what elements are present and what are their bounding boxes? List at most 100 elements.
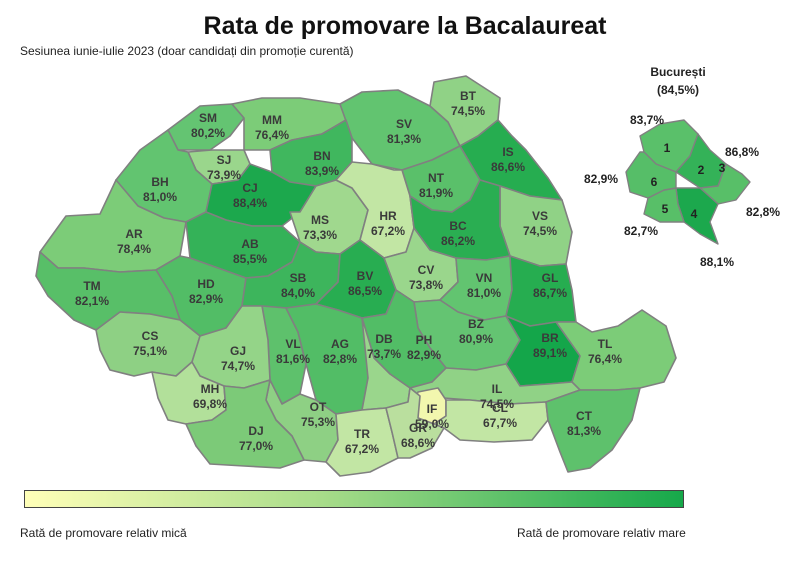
county-value-vl: 81,6% xyxy=(276,352,310,366)
county-tr xyxy=(325,407,399,477)
county-value-vn: 81,0% xyxy=(467,286,501,300)
bucharest-title: București xyxy=(650,65,705,79)
map-title: Rata de promovare la Bacalaureat xyxy=(203,12,607,40)
county-cl xyxy=(433,399,549,443)
county-value-ar: 78,4% xyxy=(117,242,151,256)
bucharest-sector-5-value: 82,7% xyxy=(624,224,658,238)
county-value-hd: 82,9% xyxy=(189,292,223,306)
county-code-is: IS xyxy=(502,145,513,159)
county-value-cl: 67,7% xyxy=(483,416,517,430)
county-code-ar: AR xyxy=(125,227,143,241)
county-sm xyxy=(167,103,245,151)
county-code-ab: AB xyxy=(241,237,259,251)
bucharest-sector-4-number: 4 xyxy=(691,207,698,221)
county-code-il: IL xyxy=(492,382,503,396)
bucharest-sector-3-value: 82,8% xyxy=(746,205,780,219)
bucharest-sector-3 xyxy=(699,163,751,205)
county-value-cs: 75,1% xyxy=(133,344,167,358)
county-code-cl: CL xyxy=(492,401,508,415)
county-code-ot: OT xyxy=(310,400,327,414)
county-code-bz: BZ xyxy=(468,317,484,331)
county-code-bv: BV xyxy=(357,269,374,283)
county-code-nt: NT xyxy=(428,171,445,185)
county-value-bv: 86,5% xyxy=(348,284,382,298)
county-value-bt: 74,5% xyxy=(451,104,485,118)
county-code-br: BR xyxy=(541,331,559,345)
bucharest-sector-3-number: 3 xyxy=(719,161,726,175)
county-code-sj: SJ xyxy=(217,153,232,167)
county-code-dj: DJ xyxy=(248,424,263,438)
county-code-gl: GL xyxy=(542,271,559,285)
county-value-sv: 81,3% xyxy=(387,132,421,146)
county-code-vl: VL xyxy=(285,337,300,351)
county-code-bt: BT xyxy=(460,89,477,103)
county-value-ab: 85,5% xyxy=(233,252,267,266)
bucharest-sector-1-value: 83,7% xyxy=(630,113,664,127)
county-value-bh: 81,0% xyxy=(143,190,177,204)
county-code-cs: CS xyxy=(142,329,159,343)
county-value-is: 86,6% xyxy=(491,160,525,174)
bucharest-sector-2-value: 86,8% xyxy=(725,145,759,159)
county-code-gj: GJ xyxy=(230,344,246,358)
county-value-vs: 74,5% xyxy=(523,224,557,238)
county-value-bc: 86,2% xyxy=(441,234,475,248)
county-labels: SM80,2%MM76,4%SV81,3%BT74,5%SJ73,9%BN83,… xyxy=(75,89,622,456)
county-code-tm: TM xyxy=(83,279,100,293)
county-code-mm: MM xyxy=(262,113,282,127)
county-value-ag: 82,8% xyxy=(323,352,357,366)
bucharest-labels: București (84,5%) 183,7% 2 86,8% 3 82,8% 4 88,1%… xyxy=(584,65,780,269)
legend-high-label: Rată de promovare relativ mare xyxy=(517,526,686,540)
county-value-gr: 68,6% xyxy=(401,436,435,450)
bucharest-sector-2-number: 2 xyxy=(698,163,705,177)
legend-low-label: Rată de promovare relativ mică xyxy=(20,526,187,540)
county-value-nt: 81,9% xyxy=(419,186,453,200)
county-value-mh: 69,8% xyxy=(193,397,227,411)
county-value-if: 59,0% xyxy=(415,417,449,431)
county-code-sv: SV xyxy=(396,117,412,131)
map-subtitle: Sesiunea iunie-iulie 2023 (doar candidaț… xyxy=(20,44,354,58)
bucharest-sector-1-number: 1 xyxy=(664,141,671,155)
county-code-hd: HD xyxy=(197,277,215,291)
county-code-ph: PH xyxy=(416,333,433,347)
county-value-tl: 76,4% xyxy=(588,352,622,366)
county-code-ms: MS xyxy=(311,213,329,227)
county-code-gr: GR xyxy=(409,421,427,435)
legend-color-scale xyxy=(24,490,684,508)
bucharest-sector-6-number: 6 xyxy=(651,175,658,189)
county-value-dj: 77,0% xyxy=(239,439,273,453)
county-value-cv: 73,8% xyxy=(409,278,443,292)
county-value-ot: 75,3% xyxy=(301,415,335,429)
county-code-tl: TL xyxy=(598,337,613,351)
county-code-cj: CJ xyxy=(242,181,257,195)
county-ct xyxy=(545,387,641,473)
county-code-mh: MH xyxy=(201,382,220,396)
county-value-db: 73,7% xyxy=(367,347,401,361)
county-value-ms: 73,3% xyxy=(303,228,337,242)
county-code-bc: BC xyxy=(449,219,467,233)
county-gr xyxy=(385,387,445,459)
county-value-cj: 88,4% xyxy=(233,196,267,210)
bucharest-sector-6 xyxy=(625,151,677,199)
county-code-hr: HR xyxy=(379,209,397,223)
county-value-gj: 74,7% xyxy=(221,359,255,373)
county-value-sm: 80,2% xyxy=(191,126,225,140)
county-code-sb: SB xyxy=(290,271,307,285)
county-value-il: 74,5% xyxy=(480,397,514,411)
county-value-gl: 86,7% xyxy=(533,286,567,300)
county-code-bh: BH xyxy=(151,175,168,189)
county-value-mm: 76,4% xyxy=(255,128,289,142)
county-code-cv: CV xyxy=(418,263,435,277)
county-dj xyxy=(185,379,305,469)
county-il xyxy=(409,363,581,405)
county-value-sj: 73,9% xyxy=(207,168,241,182)
county-value-bn: 83,9% xyxy=(305,164,339,178)
county-value-tm: 82,1% xyxy=(75,294,109,308)
county-code-vs: VS xyxy=(532,209,548,223)
county-code-sm: SM xyxy=(199,111,217,125)
bucharest-sector-6-value: 82,9% xyxy=(584,172,618,186)
county-value-sb: 84,0% xyxy=(281,286,315,300)
county-code-ag: AG xyxy=(331,337,349,351)
county-code-bn: BN xyxy=(313,149,330,163)
romania-map: SM80,2%MM76,4%SV81,3%BT74,5%SJ73,9%BN83,… xyxy=(35,65,780,477)
county-code-if: IF xyxy=(427,402,438,416)
